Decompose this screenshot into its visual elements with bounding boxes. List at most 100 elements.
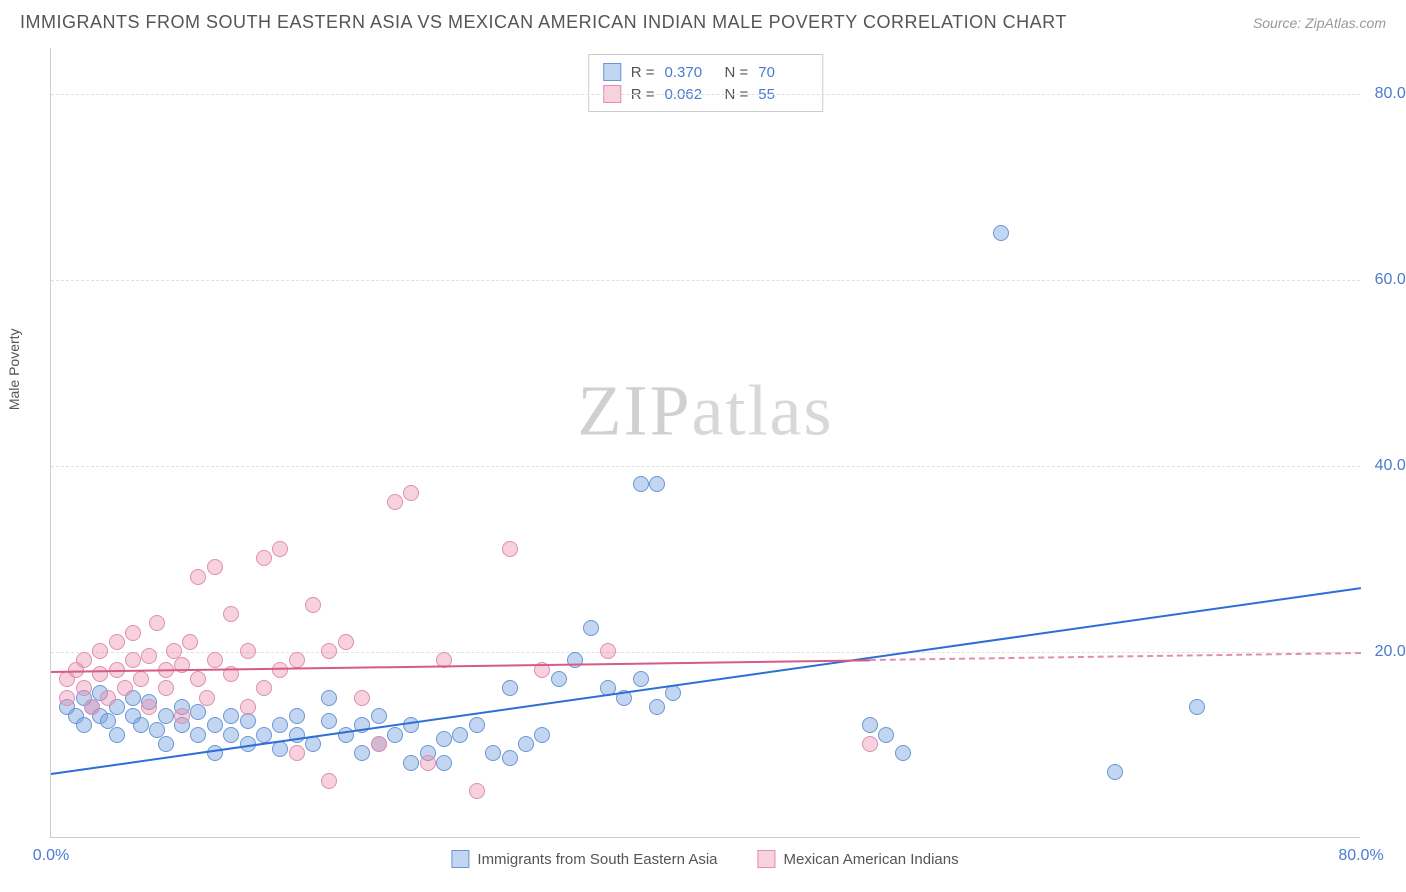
data-point [125, 625, 141, 641]
data-point [256, 727, 272, 743]
data-point [240, 713, 256, 729]
data-point [862, 736, 878, 752]
legend-swatch [451, 850, 469, 868]
ytick-label: 60.0% [1375, 271, 1406, 289]
data-point [338, 634, 354, 650]
data-point [289, 652, 305, 668]
data-point [371, 736, 387, 752]
data-point [567, 652, 583, 668]
data-point [141, 699, 157, 715]
gridline [51, 466, 1360, 467]
data-point [240, 699, 256, 715]
data-point [207, 745, 223, 761]
data-point [583, 620, 599, 636]
watermark-prefix: ZIP [578, 370, 692, 450]
data-point [289, 745, 305, 761]
data-point [420, 755, 436, 771]
data-point [199, 690, 215, 706]
data-point [76, 680, 92, 696]
data-point [1189, 699, 1205, 715]
data-point [289, 708, 305, 724]
data-point [862, 717, 878, 733]
data-point [502, 541, 518, 557]
data-point [256, 550, 272, 566]
data-point [190, 704, 206, 720]
data-point [371, 708, 387, 724]
data-point [190, 569, 206, 585]
data-point [207, 652, 223, 668]
legend-label: Immigrants from South Eastern Asia [477, 851, 717, 868]
r-value: 0.370 [665, 64, 715, 81]
legend-stats-row: R =0.370N =70 [603, 61, 809, 83]
data-point [633, 671, 649, 687]
data-point [133, 717, 149, 733]
legend-item: Immigrants from South Eastern Asia [451, 850, 717, 868]
data-point [117, 680, 133, 696]
data-point [92, 643, 108, 659]
data-point [321, 643, 337, 659]
data-point [272, 717, 288, 733]
data-point [59, 690, 75, 706]
data-point [649, 476, 665, 492]
data-point [469, 717, 485, 733]
header: IMMIGRANTS FROM SOUTH EASTERN ASIA VS ME… [0, 0, 1406, 41]
data-point [1107, 764, 1123, 780]
data-point [149, 615, 165, 631]
data-point [92, 666, 108, 682]
legend-item: Mexican American Indians [758, 850, 959, 868]
data-point [223, 708, 239, 724]
data-point [223, 606, 239, 622]
page-title: IMMIGRANTS FROM SOUTH EASTERN ASIA VS ME… [20, 12, 1067, 33]
data-point [485, 745, 501, 761]
data-point [256, 680, 272, 696]
data-point [190, 671, 206, 687]
gridline [51, 94, 1360, 95]
data-point [403, 485, 419, 501]
data-point [993, 225, 1009, 241]
ytick-label: 80.0% [1375, 85, 1406, 103]
data-point [600, 643, 616, 659]
correlation-chart: Male Poverty ZIPatlas R =0.370N =70R =0.… [50, 48, 1360, 838]
data-point [76, 717, 92, 733]
data-point [321, 713, 337, 729]
legend-swatch [603, 63, 621, 81]
data-point [354, 690, 370, 706]
data-point [141, 648, 157, 664]
data-point [109, 727, 125, 743]
trend-line [51, 587, 1361, 775]
data-point [878, 727, 894, 743]
data-point [338, 727, 354, 743]
legend-label: Mexican American Indians [784, 851, 959, 868]
data-point [272, 541, 288, 557]
data-point [387, 494, 403, 510]
data-point [109, 634, 125, 650]
data-point [469, 783, 485, 799]
data-point [354, 745, 370, 761]
watermark: ZIPatlas [578, 369, 834, 452]
data-point [403, 717, 419, 733]
data-point [223, 727, 239, 743]
data-point [502, 680, 518, 696]
data-point [84, 699, 100, 715]
yaxis-label: Male Poverty [6, 328, 22, 410]
ytick-label: 40.0% [1375, 457, 1406, 475]
data-point [158, 680, 174, 696]
data-point [207, 717, 223, 733]
plot-area: ZIPatlas R =0.370N =70R =0.062N =55 20.0… [50, 48, 1360, 838]
data-point [436, 755, 452, 771]
n-value: 70 [758, 64, 808, 81]
data-point [633, 476, 649, 492]
data-point [190, 727, 206, 743]
data-point [174, 708, 190, 724]
data-point [502, 750, 518, 766]
data-point [158, 708, 174, 724]
ytick-label: 20.0% [1375, 643, 1406, 661]
data-point [452, 727, 468, 743]
data-point [895, 745, 911, 761]
data-point [551, 671, 567, 687]
gridline [51, 280, 1360, 281]
data-point [133, 671, 149, 687]
watermark-suffix: atlas [692, 370, 834, 450]
xtick-label: 0.0% [33, 847, 69, 865]
legend-swatch [758, 850, 776, 868]
